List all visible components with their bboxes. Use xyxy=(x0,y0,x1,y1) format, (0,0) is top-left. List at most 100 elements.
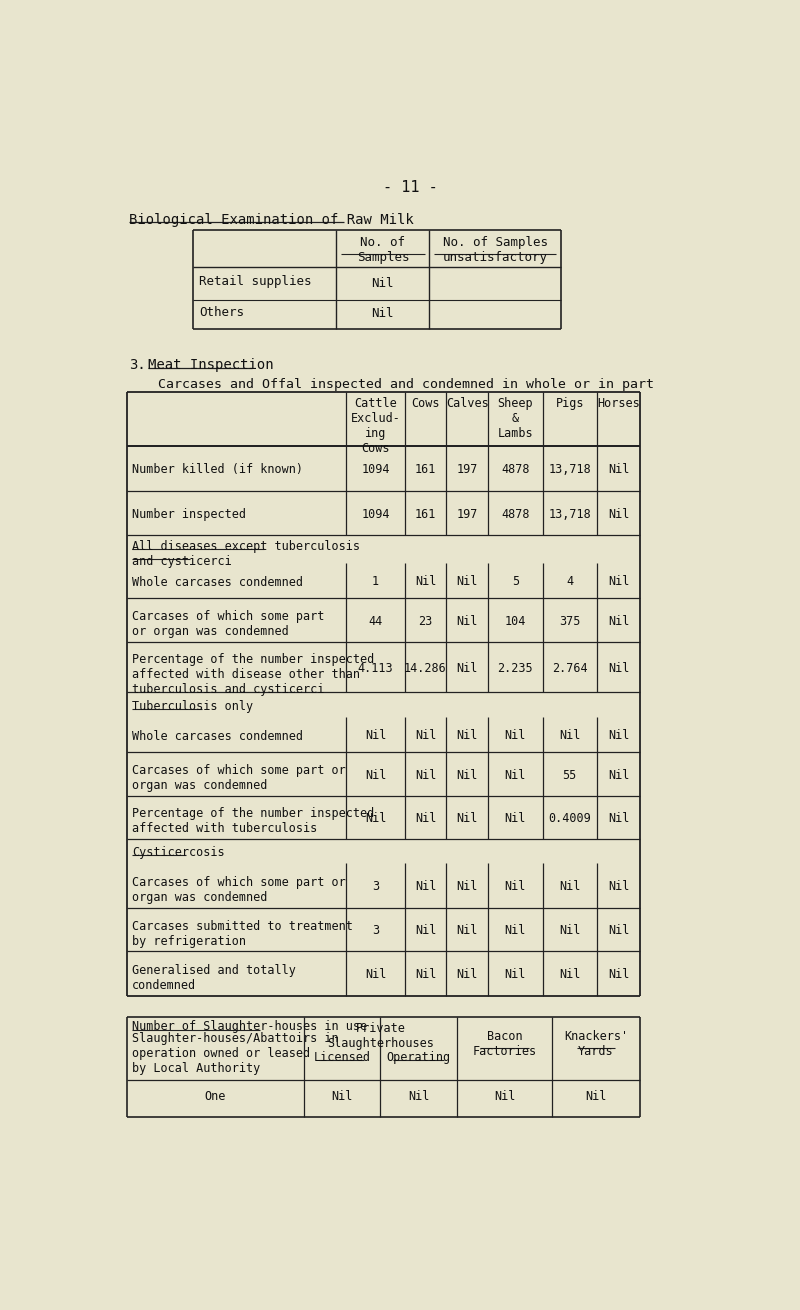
Text: 375: 375 xyxy=(559,614,580,627)
Text: Nil: Nil xyxy=(608,968,629,981)
Text: Nil: Nil xyxy=(457,880,478,893)
Text: Tuberculosis only: Tuberculosis only xyxy=(132,700,253,713)
Text: Generalised and totally
condemned: Generalised and totally condemned xyxy=(132,964,296,992)
Text: Nil: Nil xyxy=(505,924,526,937)
Text: Nil: Nil xyxy=(457,730,478,743)
Text: Nil: Nil xyxy=(505,880,526,893)
Text: - 11 -: - 11 - xyxy=(382,181,438,195)
Text: Nil: Nil xyxy=(608,730,629,743)
Text: Number inspected: Number inspected xyxy=(132,508,246,521)
Text: 2.235: 2.235 xyxy=(498,662,534,675)
Text: Nil: Nil xyxy=(505,968,526,981)
Text: Bacon
Factories: Bacon Factories xyxy=(473,1030,537,1057)
Text: 161: 161 xyxy=(415,507,436,520)
Text: 1094: 1094 xyxy=(362,507,390,520)
Text: Nil: Nil xyxy=(505,812,526,825)
Text: Nil: Nil xyxy=(372,276,394,290)
Text: Number of Slaughter-houses in use: Number of Slaughter-houses in use xyxy=(132,1020,367,1034)
Text: Cows: Cows xyxy=(411,397,440,410)
Text: Licensed: Licensed xyxy=(314,1051,370,1064)
Text: 1094: 1094 xyxy=(362,462,390,476)
Text: Nil: Nil xyxy=(365,968,386,981)
Text: Nil: Nil xyxy=(559,730,580,743)
Text: 13,718: 13,718 xyxy=(548,507,591,520)
Text: Nil: Nil xyxy=(608,924,629,937)
Text: Retail supplies: Retail supplies xyxy=(199,275,312,288)
Text: Percentage of the number inspected
affected with disease other than
tuberculosis: Percentage of the number inspected affec… xyxy=(132,652,374,696)
Text: Nil: Nil xyxy=(457,812,478,825)
Text: Others: Others xyxy=(199,305,244,318)
Text: Nil: Nil xyxy=(457,924,478,937)
Text: Nil: Nil xyxy=(608,662,629,675)
Text: Nil: Nil xyxy=(457,968,478,981)
Text: Nil: Nil xyxy=(415,730,436,743)
Text: Private
Slaughterhouses: Private Slaughterhouses xyxy=(327,1022,434,1049)
Text: Nil: Nil xyxy=(415,924,436,937)
Text: Number killed (if known): Number killed (if known) xyxy=(132,464,302,477)
Text: Whole carcases condemned: Whole carcases condemned xyxy=(132,730,302,743)
Text: Whole carcases condemned: Whole carcases condemned xyxy=(132,576,302,590)
Text: Slaughter-houses/Abattoirs in
operation owned or leased
by Local Authority: Slaughter-houses/Abattoirs in operation … xyxy=(132,1032,338,1076)
Text: Nil: Nil xyxy=(415,880,436,893)
Text: Nil: Nil xyxy=(608,880,629,893)
Text: 197: 197 xyxy=(457,507,478,520)
Text: Nil: Nil xyxy=(608,812,629,825)
Text: Carcases of which some part
or organ was condemned: Carcases of which some part or organ was… xyxy=(132,610,324,638)
Text: 13,718: 13,718 xyxy=(548,462,591,476)
Text: 3: 3 xyxy=(372,880,379,893)
Text: Nil: Nil xyxy=(372,308,394,321)
Text: Knackers'
Yards: Knackers' Yards xyxy=(564,1030,628,1057)
Text: Nil: Nil xyxy=(457,662,478,675)
Text: 14.286: 14.286 xyxy=(404,662,447,675)
Text: 2.764: 2.764 xyxy=(552,662,587,675)
Text: Biological Examination of Raw Milk: Biological Examination of Raw Milk xyxy=(130,212,414,227)
Text: 23: 23 xyxy=(418,614,433,627)
Text: Nil: Nil xyxy=(608,769,629,782)
Text: Nil: Nil xyxy=(505,730,526,743)
Text: All diseases except tuberculosis
and cysticerci: All diseases except tuberculosis and cys… xyxy=(132,540,360,567)
Text: Nil: Nil xyxy=(505,769,526,782)
Text: Carcases and Offal inspected and condemned in whole or in part: Carcases and Offal inspected and condemn… xyxy=(158,379,654,392)
Text: Nil: Nil xyxy=(608,575,629,588)
Text: 4.113: 4.113 xyxy=(358,662,394,675)
Text: Percentage of the number inspected
affected with tuberculosis: Percentage of the number inspected affec… xyxy=(132,807,374,836)
Text: Carcases submitted to treatment
by refrigeration: Carcases submitted to treatment by refri… xyxy=(132,920,353,948)
Text: Operating: Operating xyxy=(386,1051,450,1064)
Text: 161: 161 xyxy=(415,462,436,476)
Text: 3: 3 xyxy=(372,924,379,937)
Text: Nil: Nil xyxy=(365,730,386,743)
Text: Nil: Nil xyxy=(415,812,436,825)
Text: Nil: Nil xyxy=(494,1090,515,1103)
Text: Nil: Nil xyxy=(457,614,478,627)
Text: Meat Inspection: Meat Inspection xyxy=(148,358,274,372)
Text: 197: 197 xyxy=(457,462,478,476)
Text: Nil: Nil xyxy=(457,575,478,588)
Text: Cysticercosis: Cysticercosis xyxy=(132,846,224,859)
Text: Nil: Nil xyxy=(415,968,436,981)
Text: Sheep
&
Lambs: Sheep & Lambs xyxy=(498,397,534,440)
Text: No. of Samples
unsatisfactory: No. of Samples unsatisfactory xyxy=(442,236,548,263)
Text: Nil: Nil xyxy=(559,880,580,893)
Text: Nil: Nil xyxy=(415,769,436,782)
Text: Carcases of which some part or
organ was condemned: Carcases of which some part or organ was… xyxy=(132,876,346,904)
Text: Nil: Nil xyxy=(586,1090,606,1103)
Text: Nil: Nil xyxy=(559,924,580,937)
Text: 104: 104 xyxy=(505,614,526,627)
Text: 55: 55 xyxy=(562,769,577,782)
Text: 44: 44 xyxy=(368,614,382,627)
Text: Nil: Nil xyxy=(608,462,629,476)
Text: Nil: Nil xyxy=(415,575,436,588)
Text: 4: 4 xyxy=(566,575,574,588)
Text: Cattle
Exclud-
ing
Cows: Cattle Exclud- ing Cows xyxy=(350,397,401,455)
Text: No. of
Samples: No. of Samples xyxy=(357,236,409,263)
Text: One: One xyxy=(205,1090,226,1103)
Text: Horses: Horses xyxy=(597,397,640,410)
Text: Calves: Calves xyxy=(446,397,489,410)
Text: Pigs: Pigs xyxy=(555,397,584,410)
Text: Nil: Nil xyxy=(608,614,629,627)
Text: Carcases of which some part or
organ was condemned: Carcases of which some part or organ was… xyxy=(132,764,346,793)
Text: 5: 5 xyxy=(512,575,519,588)
Text: 3.: 3. xyxy=(130,358,146,372)
Text: 1: 1 xyxy=(372,575,379,588)
Text: 0.4009: 0.4009 xyxy=(548,812,591,825)
